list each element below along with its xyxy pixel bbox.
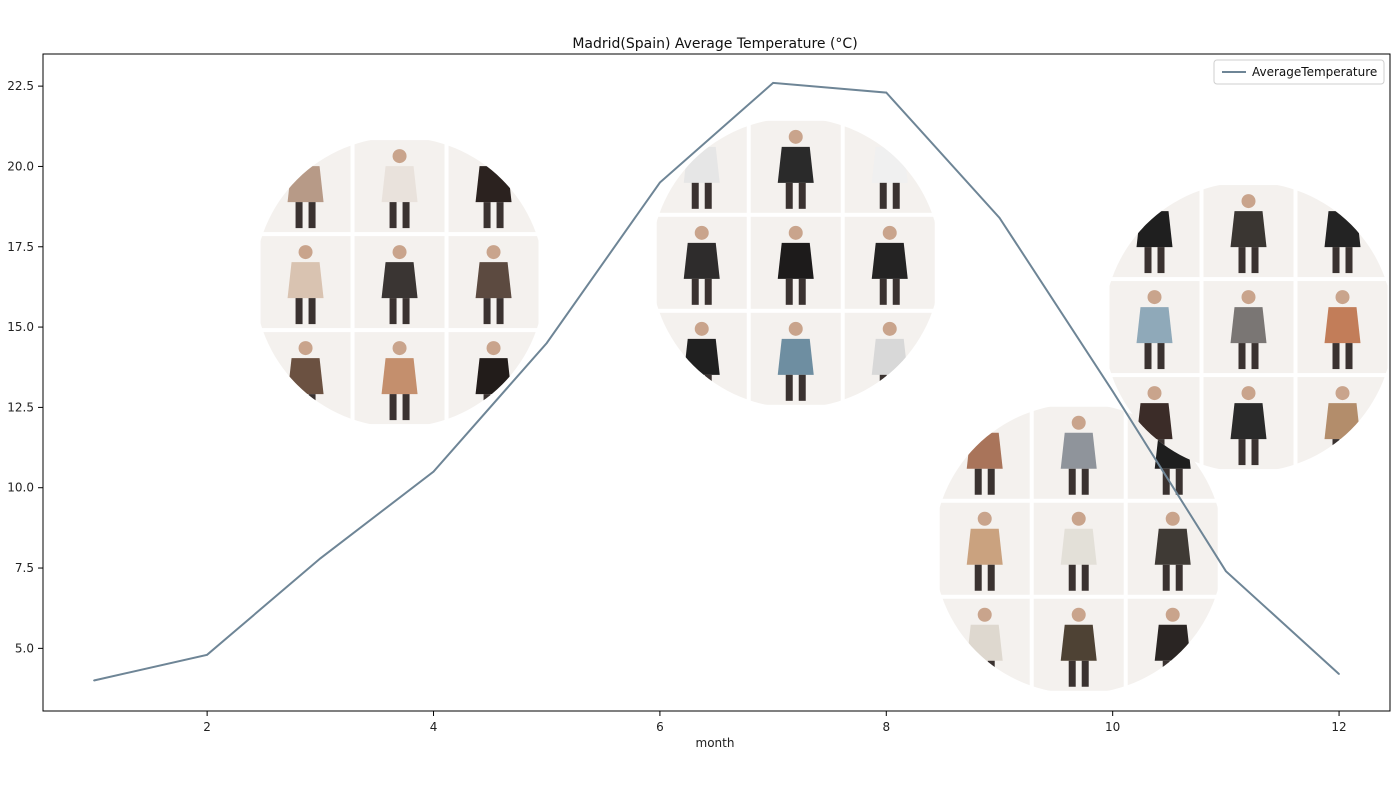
- x-tick-label: 6: [656, 720, 664, 734]
- outfit-thumbnail: [260, 332, 351, 425]
- outfit-thumbnail: [1033, 502, 1124, 595]
- outfit-thumbnail: [1297, 377, 1388, 470]
- outfit-thumbnail: [448, 332, 539, 425]
- x-tick-label: 10: [1105, 720, 1120, 734]
- data-point: [319, 557, 322, 560]
- x-tick-label: 4: [430, 720, 438, 734]
- outfit-thumbnail: [354, 140, 445, 233]
- outfit-thumbnail: [656, 312, 747, 405]
- data-point: [1111, 390, 1114, 393]
- y-tick-label: 20.0: [7, 159, 34, 173]
- outfit-thumbnail: [656, 120, 747, 213]
- outfit-thumbnail: [656, 216, 747, 309]
- spring-outfits-cluster: [260, 140, 539, 425]
- winter-outfits-cluster: [1109, 185, 1388, 470]
- outfit-thumbnail: [354, 332, 445, 425]
- outfit-thumbnail: [1297, 185, 1388, 278]
- outfit-thumbnail: [1127, 502, 1218, 595]
- data-point: [93, 679, 95, 682]
- data-point: [885, 91, 888, 94]
- summer-outfits-cluster: [656, 120, 935, 405]
- outfit-thumbnail: [1203, 377, 1294, 470]
- outfit-thumbnail: [939, 598, 1030, 691]
- outfit-thumbnail: [844, 312, 935, 405]
- y-tick-label: 12.5: [7, 400, 34, 414]
- outfit-thumbnail: [448, 236, 539, 329]
- y-tick-label: 7.5: [15, 561, 34, 575]
- y-tick-label: 22.5: [7, 79, 34, 93]
- data-point: [1338, 673, 1340, 675]
- y-tick-label: 10.0: [7, 481, 34, 495]
- outfit-image-clusters: [260, 120, 1388, 691]
- outfit-thumbnail: [844, 120, 935, 213]
- data-point: [432, 470, 435, 473]
- x-axis-label: month: [696, 736, 735, 750]
- outfit-thumbnail: [354, 236, 445, 329]
- y-tick-label: 15.0: [7, 320, 34, 334]
- outfit-thumbnail: [939, 406, 1030, 499]
- x-tick-label: 12: [1331, 720, 1346, 734]
- outfit-thumbnail: [448, 140, 539, 233]
- y-tick-label: 17.5: [7, 240, 34, 254]
- data-point: [659, 181, 661, 184]
- data-point: [206, 653, 208, 656]
- data-point: [545, 342, 548, 344]
- data-point: [1225, 570, 1227, 573]
- outfit-thumbnail: [844, 216, 935, 309]
- outfit-thumbnail: [1033, 406, 1124, 499]
- outfit-thumbnail: [260, 236, 351, 329]
- legend-box: [1213, 59, 1385, 85]
- x-axis: 2 4 6 8 10 12: [203, 711, 1347, 734]
- outfit-thumbnail: [1203, 281, 1294, 374]
- outfit-thumbnail: [260, 140, 351, 233]
- plot-frame: [42, 53, 1391, 712]
- legend-entry-label: AverageTemperature: [1252, 65, 1377, 79]
- outfit-thumbnail: [1033, 598, 1124, 691]
- outfit-thumbnail: [939, 502, 1030, 595]
- outfit-thumbnail: [1127, 598, 1218, 691]
- data-point: [998, 217, 1001, 219]
- outfit-thumbnail: [750, 216, 841, 309]
- x-tick-label: 8: [882, 720, 890, 734]
- outfit-thumbnail: [1109, 185, 1200, 278]
- outfit-thumbnail: [750, 120, 841, 213]
- outfit-thumbnail: [750, 312, 841, 405]
- y-tick-label: 5.0: [15, 641, 34, 655]
- series-line-AverageTemperature: [93, 81, 1340, 682]
- outfit-thumbnail: [1203, 185, 1294, 278]
- y-axis: 5.0 7.5 10.0 12.5 15.0 17.5 20.0 22.5: [7, 79, 43, 655]
- data-point: [772, 82, 774, 84]
- outfit-thumbnail: [1297, 281, 1388, 374]
- chart-title: Madrid(Spain) Average Temperature (°C): [572, 36, 857, 52]
- series-layer: [93, 81, 1340, 682]
- legend: AverageTemperature: [1213, 59, 1385, 85]
- x-tick-label: 2: [203, 720, 211, 734]
- outfit-thumbnail: [1109, 281, 1200, 374]
